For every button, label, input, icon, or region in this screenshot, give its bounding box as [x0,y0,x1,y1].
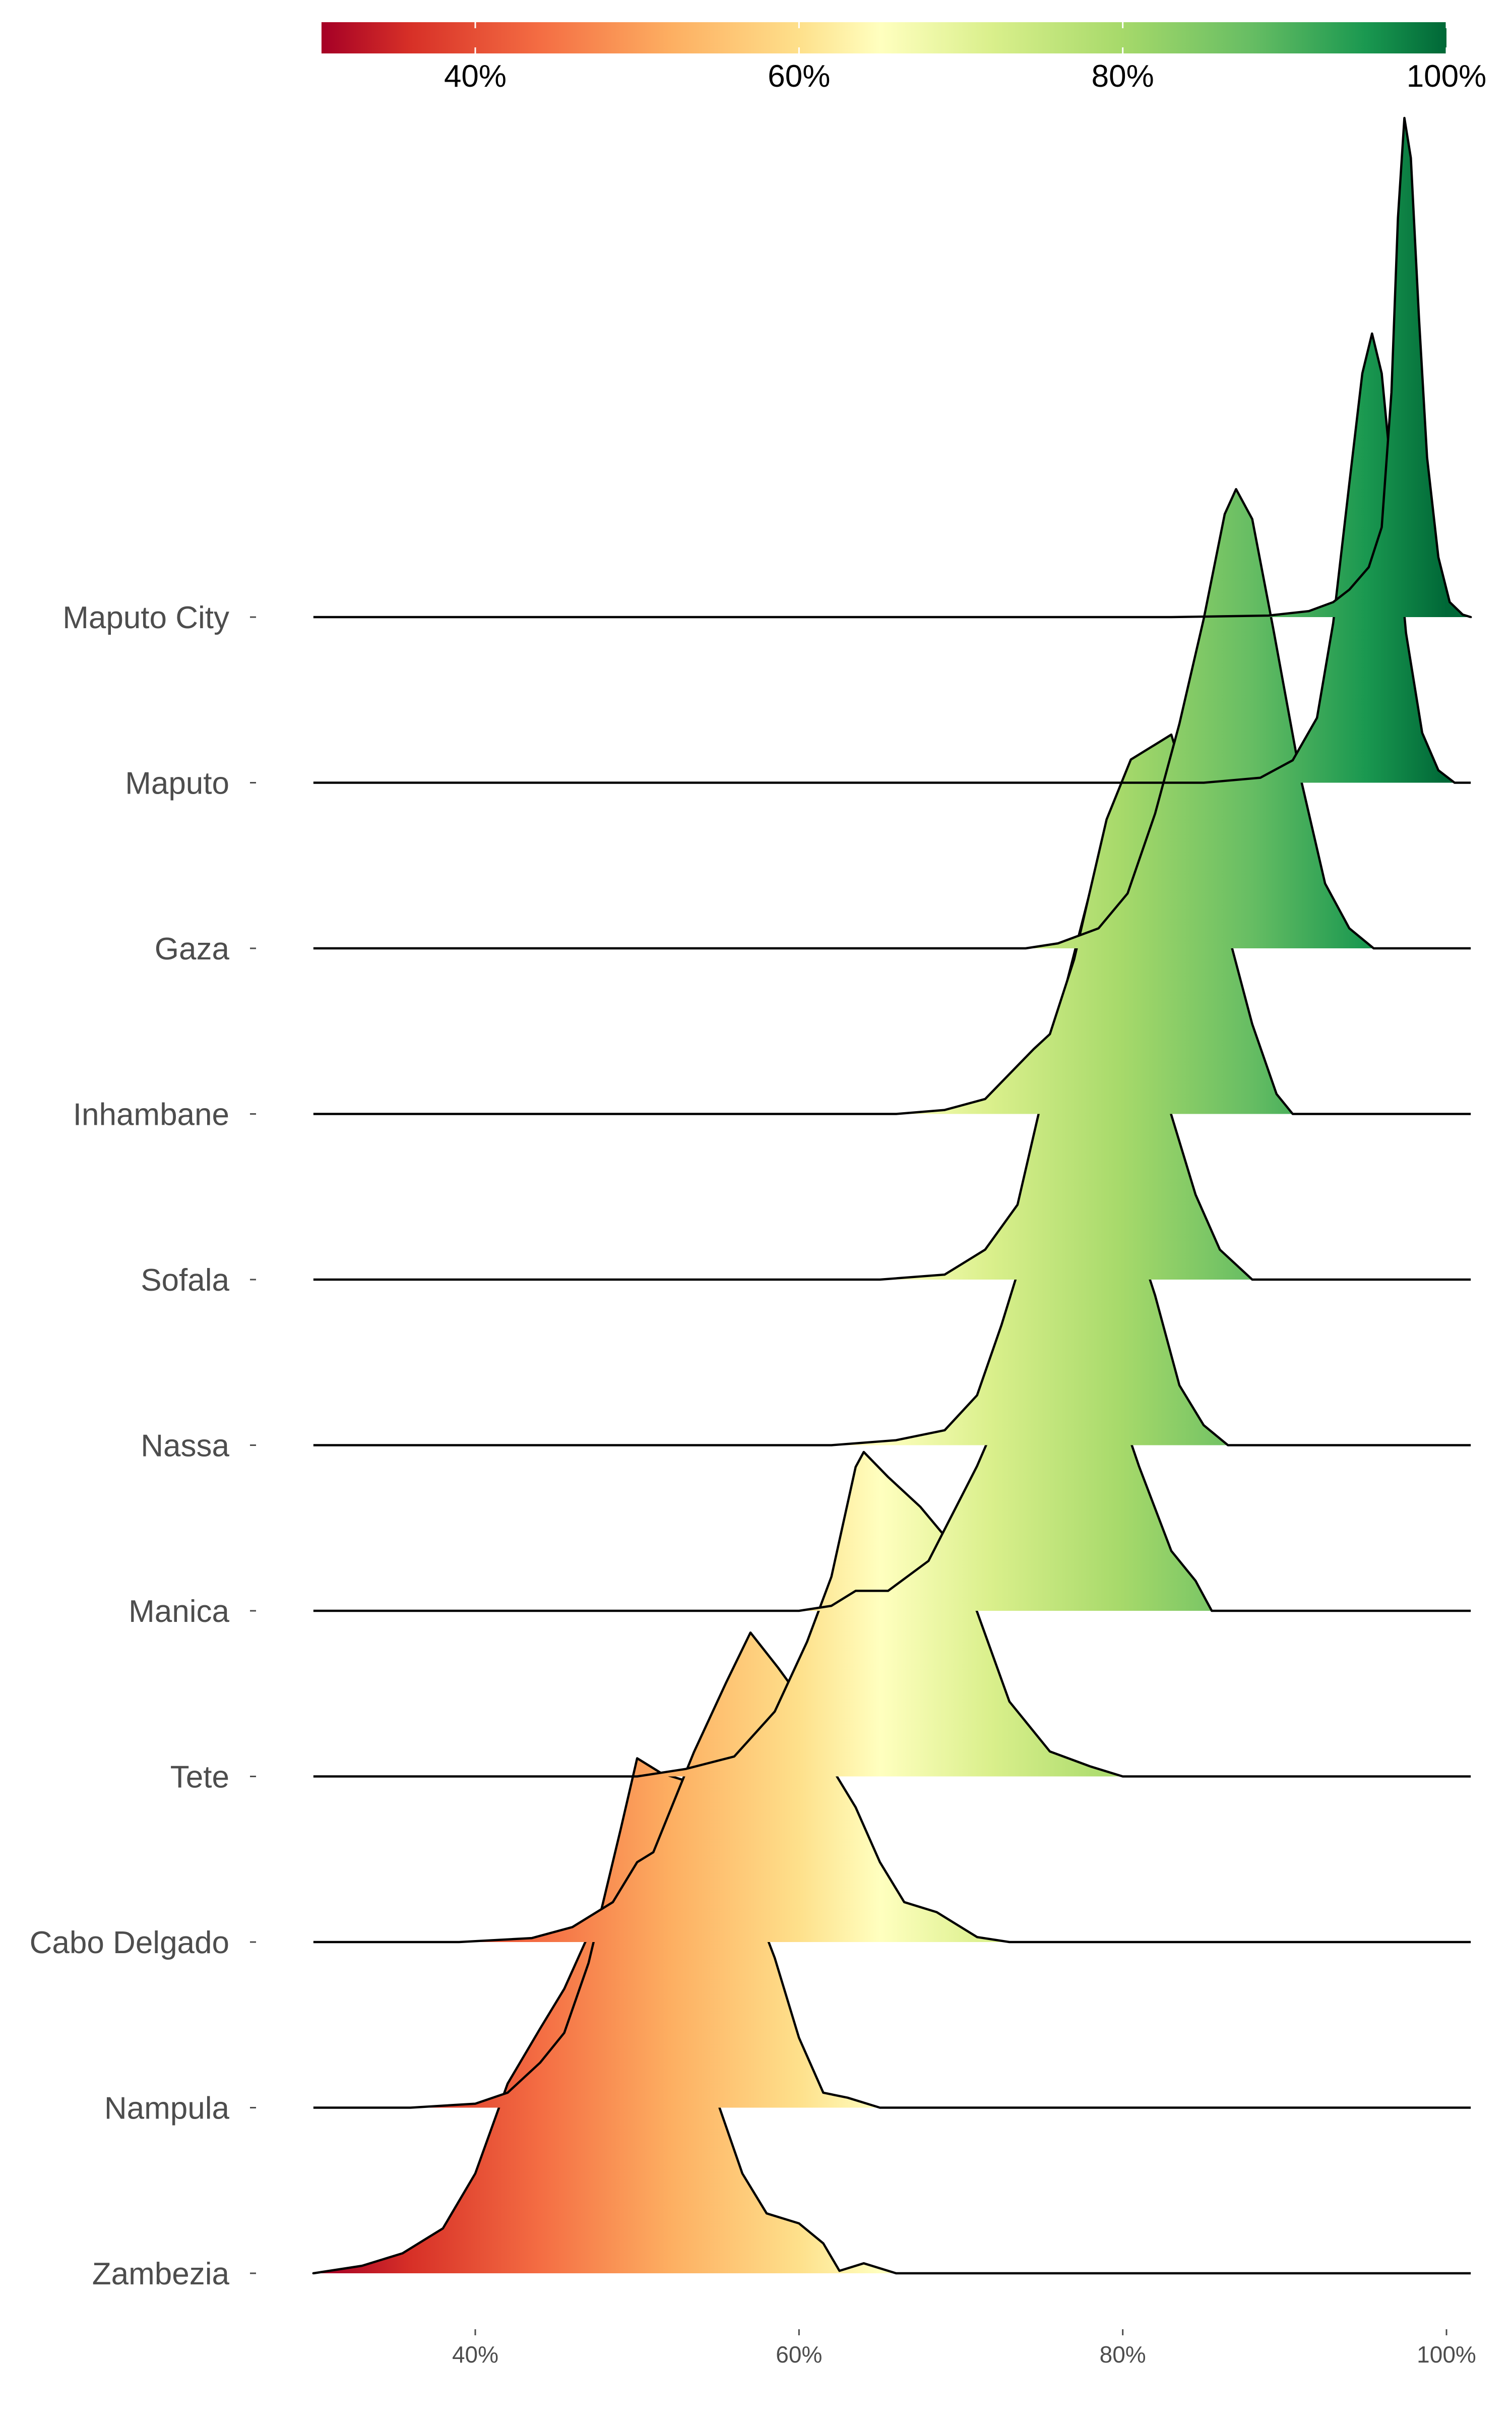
colorbar-tick-label: 40% [444,59,507,94]
ridge-outline [313,116,1472,619]
ridge-outline [313,488,1471,950]
ridge-area [831,1116,1228,1445]
y-tick-label: Maputo City [62,600,229,635]
ridge-maputo-city [313,116,1472,619]
y-axis: Maputo City Maputo Gaza Inhambane Sofala Nass… [30,600,256,2291]
ridge-area [459,1632,1010,1942]
ridge-gaza [313,488,1471,950]
ridges [312,116,1472,2275]
y-tick-label: Nassa [141,1429,229,1464]
ridge-outline [313,733,1471,1115]
ridge-area [799,1286,1212,1611]
ridge-outline [313,1631,1471,1944]
y-tick-label: Maputo [125,766,229,801]
x-axis: 40% 60% 80% 100% [452,2329,1476,2368]
ridge-area [1204,333,1455,783]
ridge-area [1025,489,1374,948]
colorbar: 40% 60% 80% 100% [321,22,1487,94]
colorbar-tick-label: 80% [1092,59,1154,94]
ridge-outline [313,1450,1471,1778]
y-tick-label: Tete [170,1760,229,1795]
y-tick-label: Gaza [155,932,230,966]
x-tick-label: 40% [452,2341,498,2368]
ridge-cabo-delgado [313,1631,1471,1944]
ridge-outline [313,1757,1471,2109]
colorbar-tick-label: 60% [768,59,830,94]
ridge-maputo [313,332,1471,784]
colorbar-tick-label: 100% [1407,59,1487,94]
y-tick-label: Sofala [141,1263,229,1298]
y-tick-label: Manica [129,1594,229,1629]
y-tick-label: Zambezia [92,2257,230,2291]
ridge-area [1171,118,1471,617]
x-tick-label: 60% [776,2341,822,2368]
ridge-area [637,1452,1123,1777]
y-tick-label: Nampula [104,2091,230,2126]
ridge-outline [313,332,1471,784]
colorbar-gradient [321,22,1447,53]
ridge-tete [313,1450,1471,1778]
x-tick-label: 80% [1100,2341,1146,2368]
x-tick-label: 100% [1417,2341,1476,2368]
y-tick-label: Inhambane [73,1098,229,1132]
y-tick-label: Cabo Delgado [30,1925,229,1960]
